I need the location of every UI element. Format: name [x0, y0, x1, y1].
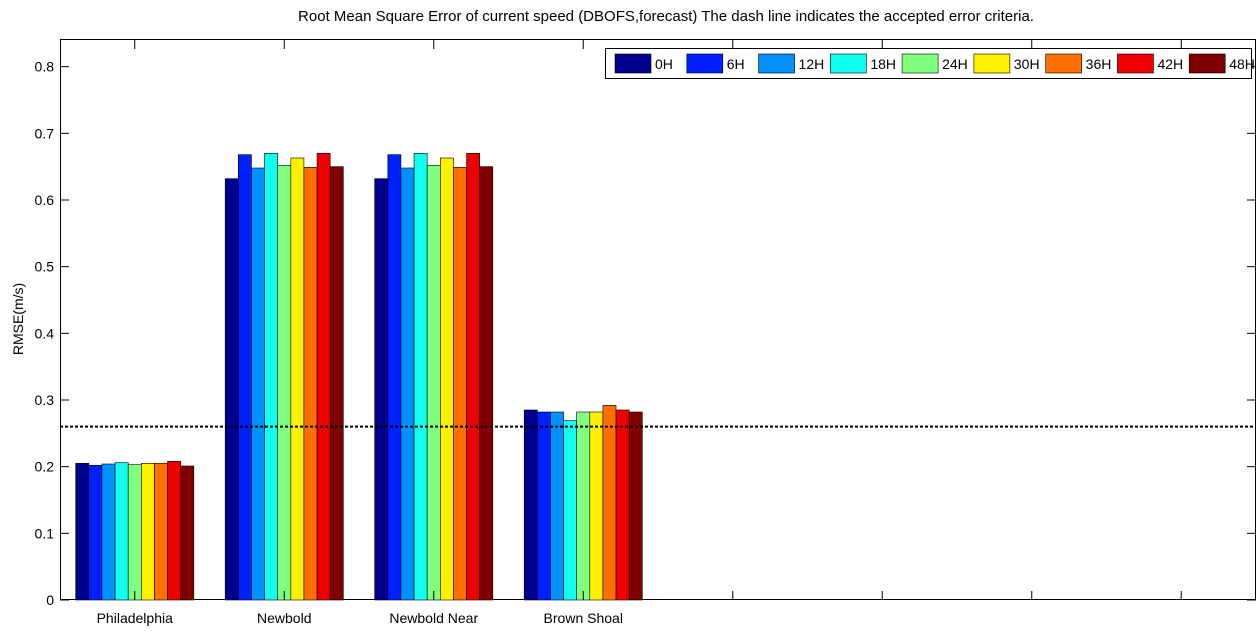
- bar-30H-newbold-near: [440, 157, 454, 601]
- legend-label-6H: 6H: [727, 56, 745, 72]
- bar-36H-philadelphia: [154, 463, 168, 601]
- legend-swatch-12H: [758, 53, 795, 74]
- bar-18H-brown-shoal: [563, 420, 577, 601]
- bar-48H-brown-shoal: [628, 411, 643, 601]
- x-category-label: Brown Shoal: [544, 610, 623, 626]
- bar-30H-newbold: [290, 157, 305, 601]
- bars-layer: [75, 153, 643, 601]
- legend-label-18H: 18H: [870, 56, 896, 72]
- bar-6H-newbold-near: [387, 154, 402, 601]
- bar-12H-newbold: [251, 167, 265, 601]
- legend-swatch-36H: [1045, 53, 1082, 74]
- y-tick-label: 0.1: [35, 525, 55, 541]
- legend-label-12H: 12H: [799, 56, 825, 72]
- bar-48H-philadelphia: [180, 465, 195, 601]
- bar-42H-brown-shoal: [615, 409, 630, 601]
- bar-42H-philadelphia: [167, 461, 181, 601]
- bar-24H-newbold: [277, 165, 292, 601]
- bar-30H-brown-shoal: [589, 411, 604, 601]
- y-tick-label: 0.6: [35, 192, 55, 208]
- bar-0H-brown-shoal: [523, 409, 538, 601]
- legend-swatch-30H: [973, 53, 1011, 74]
- bar-24H-newbold-near: [426, 165, 441, 601]
- y-tick-label: 0.3: [35, 392, 55, 408]
- y-axis: 0 0.1 0.2 0.3 0.4 0.5 0.6 0.7 0.8: [35, 59, 1256, 608]
- bar-30H-philadelphia: [141, 463, 155, 601]
- bar-24H-philadelphia: [127, 464, 142, 601]
- bar-48H-newbold: [329, 166, 344, 601]
- y-tick-label: 0.5: [35, 259, 55, 275]
- bar-6H-philadelphia: [88, 465, 103, 601]
- bar-48H-newbold-near: [479, 166, 494, 601]
- bar-12H-newbold-near: [400, 167, 415, 601]
- bar-6H-newbold: [238, 154, 252, 601]
- bar-0H-newbold-near: [374, 178, 389, 601]
- bar-18H-newbold-near: [413, 153, 428, 601]
- legend-label-0H: 0H: [655, 56, 673, 72]
- bar-42H-newbold: [316, 153, 331, 601]
- y-tick-label: 0.7: [35, 125, 55, 141]
- bar-6H-brown-shoal: [537, 411, 551, 601]
- chart-title: Root Mean Square Error of current speed …: [298, 8, 1034, 25]
- y-axis-label: RMSE(m/s): [10, 283, 26, 355]
- legend: 0H 6H 12H 18H 24H 30H 36H 42H 48H: [605, 48, 1255, 79]
- bar-24H-brown-shoal: [576, 411, 591, 601]
- y-tick-label: 0: [46, 592, 54, 608]
- bar-12H-brown-shoal: [550, 411, 564, 601]
- legend-swatch-0H: [614, 53, 652, 74]
- legend-swatch-42H: [1117, 53, 1154, 74]
- bar-0H-newbold: [224, 178, 239, 601]
- legend-label-42H: 42H: [1157, 56, 1183, 72]
- legend-swatch-6H: [686, 53, 724, 74]
- legend-label-48H: 48H: [1229, 56, 1255, 72]
- y-tick-label: 0.8: [35, 59, 55, 75]
- legend-label-24H: 24H: [942, 56, 968, 72]
- bar-36H-newbold-near: [453, 167, 467, 601]
- x-category-label: Newbold: [257, 610, 311, 626]
- y-tick-label: 0.4: [35, 325, 55, 341]
- bar-42H-newbold-near: [466, 153, 480, 601]
- x-category-label: Philadelphia: [97, 610, 173, 626]
- legend-label-30H: 30H: [1014, 56, 1040, 72]
- bar-36H-brown-shoal: [602, 405, 617, 601]
- x-axis: Philadelphia Newbold Newbold Near Brown Sho…: [97, 40, 1182, 626]
- bar-12H-philadelphia: [101, 463, 116, 601]
- y-tick-label: 0.2: [35, 459, 55, 475]
- legend-swatch-18H: [830, 53, 867, 74]
- x-category-label: Newbold Near: [389, 610, 478, 626]
- bar-18H-newbold: [264, 153, 278, 601]
- bar-18H-philadelphia: [114, 462, 129, 601]
- legend-label-36H: 36H: [1086, 56, 1112, 72]
- legend-swatch-48H: [1188, 53, 1226, 74]
- bar-36H-newbold: [303, 167, 318, 601]
- bar-0H-philadelphia: [75, 463, 90, 601]
- legend-swatch-24H: [901, 53, 939, 74]
